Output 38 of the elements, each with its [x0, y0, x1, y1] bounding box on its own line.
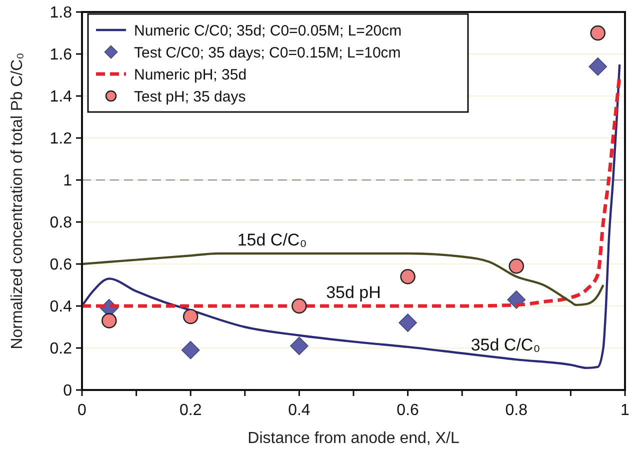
y-tick-label: 0.4 [50, 298, 72, 316]
annotation: 35d C/C₀ [470, 336, 540, 354]
y-tick-label: 1 [63, 172, 72, 190]
annotation: 35d pH [326, 283, 381, 302]
x-tick-label: 0.8 [505, 402, 528, 419]
point [400, 268, 416, 284]
point [292, 298, 307, 314]
point [507, 290, 526, 309]
x-tick-label: 0.2 [179, 402, 202, 419]
point [590, 25, 606, 41]
point [182, 308, 198, 324]
x-tick-label: 0.6 [396, 402, 420, 419]
y-tick-label: 0 [63, 382, 72, 400]
point [102, 313, 117, 328]
y-tick-label: 1.4 [50, 88, 72, 106]
point [508, 258, 524, 274]
point [588, 57, 607, 76]
y-tick-label: 0.8 [50, 214, 72, 232]
legend-label: Numeric pH; 35d [134, 66, 247, 84]
y-tick-label: 1.2 [50, 130, 72, 148]
legend-label: Test C/C0; 35 days; C0=0.15M; L=10cm [134, 44, 401, 62]
x-tick-label: 0 [78, 402, 87, 419]
line-series [80, 63, 621, 370]
point [398, 314, 417, 332]
legend-label: Test pH; 35 days [134, 88, 246, 106]
y-tick-label: 0.2 [50, 340, 72, 358]
y-axis-title: Normalized concentration of total Pb C/C₀ [9, 52, 26, 350]
point [181, 340, 200, 360]
legend-label: Numeric C/C0; 35d; C0=0.05M; L=20cm [134, 22, 402, 40]
x-tick-label: 0.4 [288, 402, 310, 419]
y-tick-label: 0.6 [50, 256, 72, 274]
x-axis-title: Distance from anode end, X/L [248, 430, 460, 447]
point [290, 336, 308, 356]
annotation: 15d C/C₀ [237, 230, 307, 250]
y-tick-label: 1.6 [50, 46, 72, 64]
line-series [80, 252, 604, 306]
y-tick-label: 1.8 [50, 4, 72, 22]
x-tick-label: 1 [620, 402, 630, 419]
